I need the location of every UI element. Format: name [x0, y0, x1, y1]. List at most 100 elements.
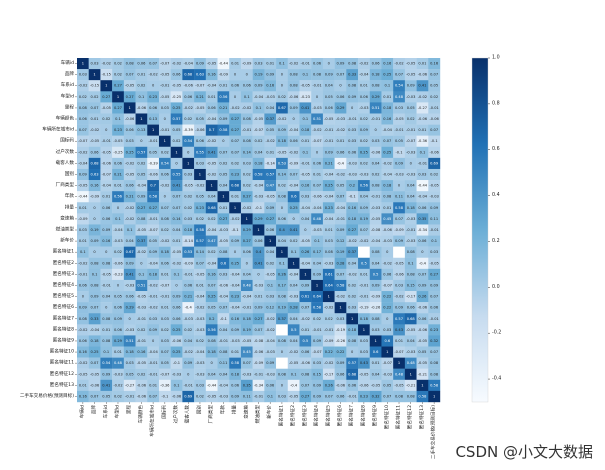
heatmap-cell [264, 379, 277, 392]
cell-value-label: -0.02 [195, 306, 204, 310]
cell-value-label: 0.09 [79, 173, 88, 177]
cell-value-label: 0.03 [348, 128, 356, 132]
cell-value-label: -0.05 [394, 117, 403, 121]
cell-value-label: -0.04 [90, 328, 100, 332]
cell-value-label: 0.1 [139, 272, 145, 276]
heatmap-cell [334, 69, 347, 81]
cell-value-label: -0.06 [383, 228, 393, 232]
cell-value-label: 0.25 [325, 184, 333, 188]
cell-value-label: 0.05 [196, 117, 204, 121]
heatmap-cell [147, 146, 160, 159]
row-label: 燃油类型 [56, 226, 75, 233]
heatmap-cell [217, 246, 230, 258]
cell-value-label: 0 [164, 117, 167, 121]
cell-value-label: 0.13 [149, 117, 157, 121]
heatmap-cell [311, 368, 324, 381]
heatmap-cell [229, 191, 242, 203]
cell-value-label: 0.67 [278, 106, 286, 110]
row-label: 匿名特征9 [53, 336, 74, 343]
cell-value-label: 0.08 [208, 339, 217, 343]
heatmap-cell [276, 113, 288, 125]
cell-value-label: -0.04 [195, 350, 205, 354]
heatmap-cell [88, 346, 101, 358]
heatmap-cell [77, 168, 89, 181]
cell-value-label: 0.03 [126, 139, 134, 143]
heatmap-cell [264, 324, 277, 336]
colorbar-tick-label: 0.6 [492, 146, 500, 152]
cell-value-label: -0.07 [160, 62, 169, 66]
heatmap-cell [100, 346, 113, 358]
cell-value-label: 0 [234, 250, 237, 254]
heatmap-cell [77, 346, 89, 358]
heatmap-cell [100, 91, 113, 103]
cell-value-label: -0.04 [195, 295, 205, 299]
cell-value-label: -0.36 [160, 383, 170, 387]
heatmap-cell [358, 268, 370, 281]
heatmap-cell [240, 335, 253, 347]
cell-value-label: 0.08 [278, 195, 287, 199]
cell-value-label: -0.03 [348, 173, 357, 177]
heatmap-cell [100, 379, 113, 392]
cell-value-label: 0.02 [161, 328, 169, 332]
cell-value-label: 0.33 [91, 317, 99, 321]
heatmap-cell [229, 268, 242, 281]
cell-value-label: 0.16 [301, 184, 310, 188]
heatmap-cell [334, 102, 347, 114]
cell-value-label: 0.02 [325, 317, 333, 321]
cell-value-label: 0.14 [278, 173, 287, 177]
cell-value-label: 0.58 [430, 383, 439, 387]
cell-value-label: 0.05 [430, 84, 438, 88]
heatmap-cell [428, 213, 441, 225]
cell-value-label: -0.02 [78, 328, 87, 332]
heatmap-cell [358, 257, 370, 270]
cell-value-label: 0 [129, 317, 132, 321]
cell-value-label: 0.08 [313, 73, 322, 77]
heatmap-cell [240, 135, 253, 147]
cell-value-label: -0.01 [359, 295, 368, 299]
heatmap-cell [404, 302, 417, 314]
heatmap-cell [404, 213, 417, 225]
heatmap-cell [112, 324, 125, 336]
cell-value-label: 0.07 [430, 73, 438, 77]
heatmap-cell [276, 135, 288, 147]
heatmap-cell [311, 324, 324, 336]
heatmap-cell [88, 235, 101, 247]
cell-value-label: -0.04 [336, 206, 346, 210]
cell-value-label: -0.05 [195, 272, 204, 276]
cell-value-label: -0.02 [312, 128, 321, 132]
cell-value-label: 1 [421, 383, 423, 387]
cell-value-label: 0.03 [372, 328, 380, 332]
cell-value-label: 0.58 [219, 128, 228, 132]
cell-value-label: -0.34 [418, 228, 428, 232]
heatmap-cell [217, 80, 230, 92]
cell-value-label: -0.03 [406, 217, 415, 221]
cell-value-label: 0 [398, 184, 401, 188]
cell-value-label: 0.08 [219, 250, 228, 254]
cell-value-label: 0 [117, 206, 120, 210]
heatmap-cell [240, 324, 253, 336]
cell-value-label: 0.21 [325, 161, 333, 165]
cell-value-label: 0.02 [102, 117, 110, 121]
heatmap-cell [381, 157, 394, 170]
heatmap-cell [287, 157, 300, 170]
cell-value-label: 0.55 [173, 173, 181, 177]
cell-value-label: 0.01 [208, 95, 216, 99]
heatmap-cell [287, 213, 300, 225]
cell-value-label: 0.61 [301, 295, 309, 299]
heatmap-cell [205, 113, 218, 125]
cell-value-label: -0.05 [301, 173, 310, 177]
cell-value-label: 0.08 [430, 372, 439, 376]
heatmap-cell [276, 146, 288, 159]
cell-value-label: 0.09 [266, 361, 275, 365]
cell-value-label: 0.02 [114, 73, 122, 77]
heatmap-cell [123, 191, 136, 203]
heatmap-cell [322, 302, 335, 314]
heatmap-cell [264, 246, 277, 258]
cell-value-label: 0.09 [266, 206, 275, 210]
heatmap-cell [358, 58, 370, 70]
cell-value-label: 0.02 [313, 317, 321, 321]
cell-value-label: 0.5 [373, 272, 379, 276]
heatmap-cell [229, 91, 242, 103]
cell-value-label: 0 [410, 161, 413, 165]
heatmap-cell [217, 213, 230, 225]
